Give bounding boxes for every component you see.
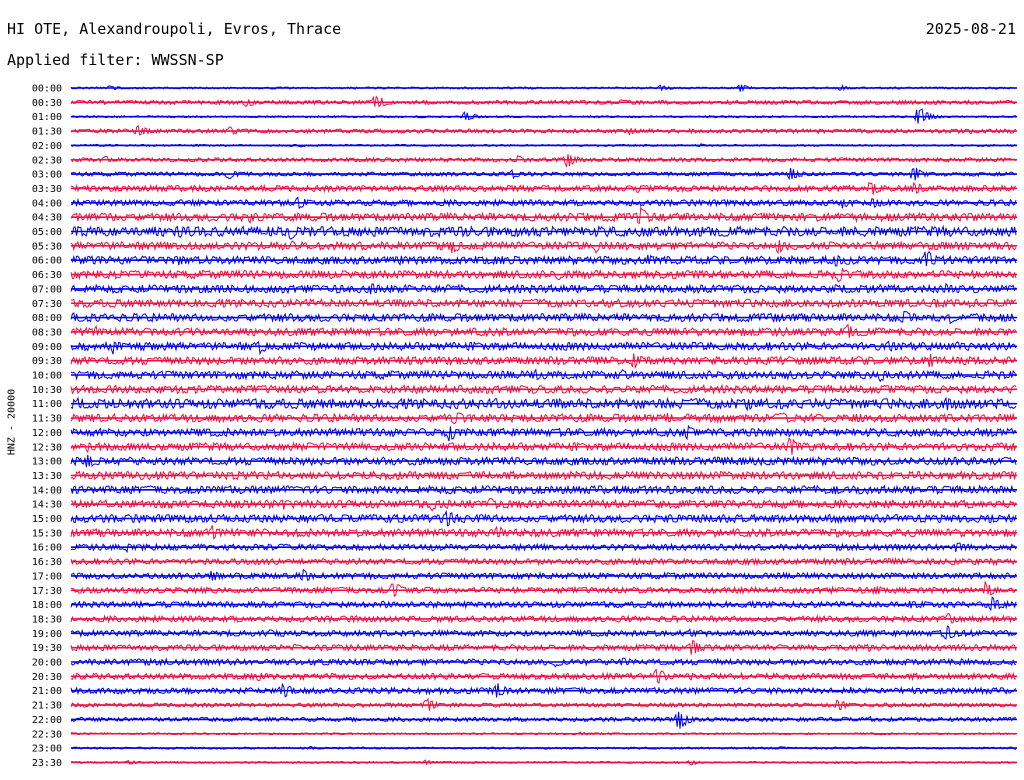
- trace-1730: [70, 581, 1017, 598]
- trace-2000: [70, 657, 1017, 668]
- row-label-0330: 03:30: [32, 184, 62, 195]
- row-label-0400: 04:00: [32, 198, 62, 209]
- row-label-0130: 01:30: [32, 127, 62, 138]
- row-label-1530: 15:30: [32, 528, 62, 539]
- row-label-1900: 19:00: [32, 629, 62, 640]
- row-label-0730: 07:30: [32, 299, 62, 310]
- trace-0600: [70, 250, 1017, 267]
- row-label-1200: 12:00: [32, 428, 62, 439]
- row-label-1830: 18:30: [32, 614, 62, 625]
- row-label-0230: 02:30: [32, 155, 62, 166]
- trace-1830: [70, 612, 1017, 624]
- trace-0530: [70, 240, 1017, 255]
- trace-1200: [70, 424, 1017, 442]
- row-label-0830: 08:30: [32, 327, 62, 338]
- row-label-1500: 15:00: [32, 514, 62, 525]
- row-label-0430: 04:30: [32, 213, 62, 224]
- row-label-1330: 13:30: [32, 471, 62, 482]
- trace-1900: [70, 625, 1017, 640]
- row-label-0800: 08:00: [32, 313, 62, 324]
- row-label-1230: 12:30: [32, 442, 62, 453]
- row-label-2100: 21:00: [32, 686, 62, 697]
- row-label-1400: 14:00: [32, 485, 62, 496]
- trace-2130: [70, 697, 1017, 711]
- row-label-2130: 21:30: [32, 701, 62, 712]
- row-label-1930: 19:30: [32, 643, 62, 654]
- trace-1500: [70, 509, 1017, 527]
- station-title: HI OTE, Alexandroupoli, Evros, Thrace: [7, 20, 342, 38]
- row-label-0200: 02:00: [32, 141, 62, 152]
- row-label-2000: 20:00: [32, 658, 62, 669]
- row-label-2330: 23:30: [32, 758, 62, 769]
- row-label-0630: 06:30: [32, 270, 62, 281]
- filter-label: Applied filter: WWSSN-SP: [7, 51, 224, 69]
- row-label-2030: 20:30: [32, 672, 62, 683]
- row-label-1430: 14:30: [32, 500, 62, 511]
- trace-1330: [70, 469, 1017, 482]
- trace-0430: [70, 205, 1017, 224]
- row-label-1130: 11:30: [32, 414, 62, 425]
- record-date: 2025-08-21: [925, 20, 1016, 38]
- row-label-0500: 05:00: [32, 227, 62, 238]
- trace-2200: [70, 711, 1017, 729]
- row-label-1300: 13:00: [32, 457, 62, 468]
- row-label-0030: 00:30: [32, 98, 62, 109]
- row-label-1800: 18:00: [32, 600, 62, 611]
- trace-0900: [70, 340, 1017, 356]
- row-label-0930: 09:30: [32, 356, 62, 367]
- row-label-0530: 05:30: [32, 241, 62, 252]
- row-label-1700: 17:00: [32, 571, 62, 582]
- row-label-1000: 10:00: [32, 371, 62, 382]
- row-label-1100: 11:00: [32, 399, 62, 410]
- trace-0330: [70, 181, 1017, 195]
- row-label-0300: 03:00: [32, 170, 62, 181]
- row-label-0700: 07:00: [32, 284, 62, 295]
- row-label-0100: 01:00: [32, 112, 62, 123]
- row-label-0900: 09:00: [32, 342, 62, 353]
- trace-0130: [70, 125, 1017, 136]
- row-label-1030: 10:30: [32, 385, 62, 396]
- trace-0500: [70, 224, 1017, 240]
- row-label-2200: 22:00: [32, 715, 62, 726]
- row-label-2230: 22:30: [32, 729, 62, 740]
- row-label-0000: 00:00: [32, 84, 62, 95]
- row-label-0600: 06:00: [32, 256, 62, 267]
- row-label-1630: 16:30: [32, 557, 62, 568]
- row-label-1730: 17:30: [32, 586, 62, 597]
- row-label-2300: 23:00: [32, 744, 62, 755]
- trace-1800: [70, 596, 1017, 612]
- row-label-1600: 16:00: [32, 543, 62, 554]
